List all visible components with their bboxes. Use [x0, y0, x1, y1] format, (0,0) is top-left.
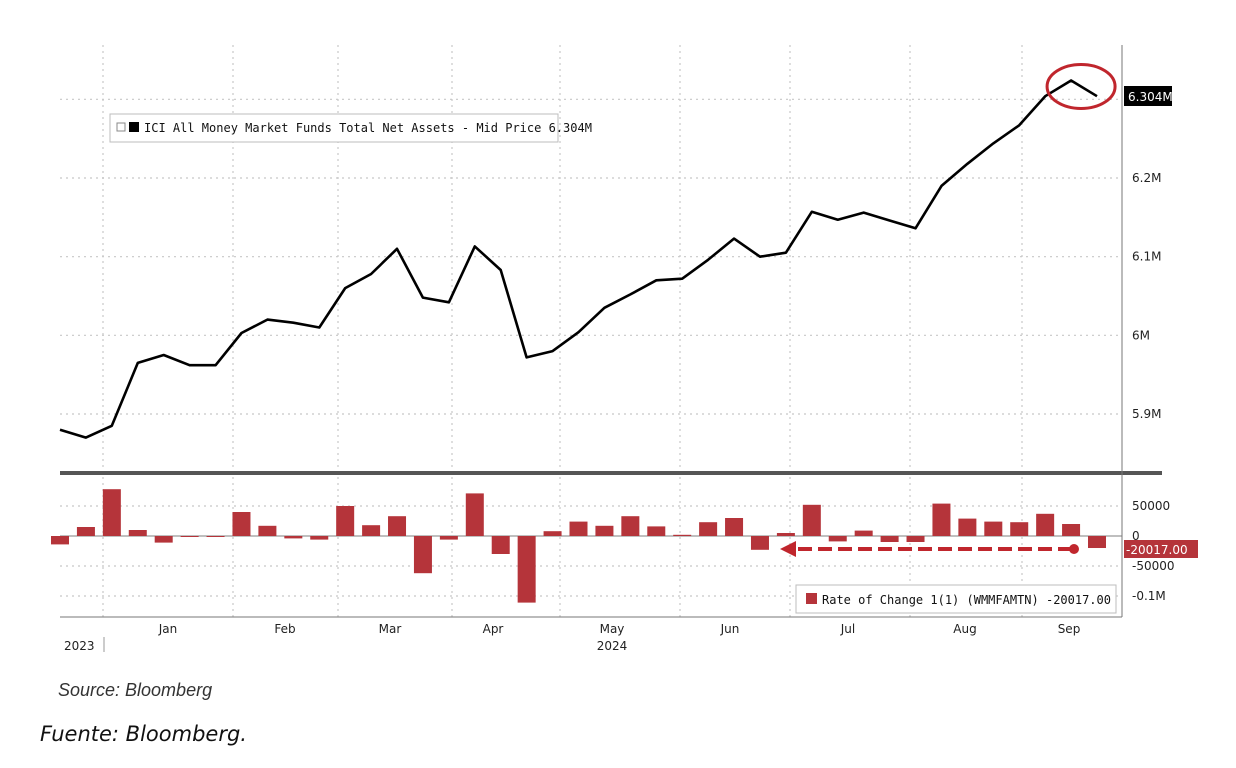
bar [232, 512, 251, 536]
x-month-label: Sep [1058, 622, 1081, 636]
bar [750, 536, 769, 550]
bar [336, 506, 355, 536]
bar [621, 516, 640, 536]
legend-swatch-line [129, 122, 139, 132]
bar [439, 536, 458, 540]
x-month-label: Jan [158, 622, 178, 636]
y-tick-label-upper: 6M [1132, 328, 1150, 342]
last-value-tag-line: 6.304M [1124, 86, 1173, 106]
x-month-label: Aug [953, 622, 976, 636]
bar [413, 536, 432, 574]
x-month-label: Jun [720, 622, 740, 636]
line-series-group [59, 62, 1117, 439]
x-year-label: 2024 [597, 639, 628, 653]
bar [1062, 524, 1081, 536]
bar [154, 536, 173, 543]
bar [465, 493, 484, 536]
bar [362, 525, 381, 536]
x-month-label: Jul [840, 622, 855, 636]
x-month-label: Mar [379, 622, 402, 636]
bar [491, 536, 510, 554]
bar [725, 518, 744, 536]
bar [699, 522, 718, 536]
line-series [59, 79, 1098, 439]
source-spanish: Fuente: Bloomberg. [40, 722, 247, 746]
bar [802, 504, 821, 536]
bar [595, 525, 614, 536]
y-tick-label-upper: 5.9M [1132, 407, 1161, 421]
bar [310, 536, 329, 540]
bar [958, 518, 977, 536]
bar [1010, 522, 1029, 536]
legend-bar-label: Rate of Change 1(1) (WMMFAMTN) -20017.00 [822, 593, 1111, 607]
bar [828, 536, 847, 542]
peak-highlight-circle [1045, 62, 1117, 110]
tick-labels: 5.9M 6M 6.1M 6.2M 50000 0 -50000 -0.1M Jan Feb Mar… [64, 171, 1175, 653]
bar [517, 536, 536, 603]
bar [880, 536, 899, 542]
pane-separator [60, 471, 1162, 475]
bar [76, 527, 95, 536]
bar [569, 521, 588, 536]
trend-arrow-dot [1069, 544, 1079, 554]
trend-arrow-head [780, 541, 796, 557]
bar [51, 536, 69, 545]
bar [258, 525, 277, 536]
last-value-bar-label: -20017.00 [1126, 543, 1188, 557]
bar-series [51, 489, 1106, 603]
last-value-tag-bar: -20017.00 [1124, 540, 1198, 558]
bar [284, 536, 303, 539]
x-month-label: Feb [274, 622, 295, 636]
x-month-label: Apr [483, 622, 504, 636]
y-tick-label-upper: 6.1M [1132, 250, 1161, 264]
legend-swatch-bar [806, 593, 817, 604]
upper-legend: ICI All Money Market Funds Total Net Ass… [109, 113, 592, 143]
bar [906, 536, 925, 542]
bar [854, 530, 873, 536]
y-tick-label-lower: 50000 [1132, 499, 1170, 513]
bar [1036, 513, 1055, 536]
source-english: Source: Bloomberg [58, 680, 213, 700]
y-tick-label-lower: 0 [1132, 529, 1140, 543]
bar [180, 536, 199, 537]
bar [673, 534, 692, 536]
bar [102, 489, 121, 536]
y-tick-label-lower: -0.1M [1132, 589, 1166, 603]
y-tick-label-upper: 6.2M [1132, 171, 1161, 185]
bar [932, 503, 951, 536]
lower-legend: Rate of Change 1(1) (WMMFAMTN) -20017.00 [795, 584, 1117, 614]
bar [206, 536, 225, 537]
last-value-line-label: 6.304M [1128, 90, 1173, 104]
y-tick-label-lower: -50000 [1132, 559, 1175, 573]
x-year-label: 2023 [64, 639, 95, 653]
x-month-label: May [600, 622, 625, 636]
bar [984, 521, 1003, 536]
bar [1088, 536, 1106, 549]
bar [647, 526, 666, 536]
bar [776, 533, 795, 536]
bar [128, 530, 147, 536]
legend-line-label: ICI All Money Market Funds Total Net Ass… [144, 121, 592, 135]
bar [543, 531, 562, 536]
legend-toggle-icon [116, 122, 126, 132]
bar [388, 516, 407, 536]
